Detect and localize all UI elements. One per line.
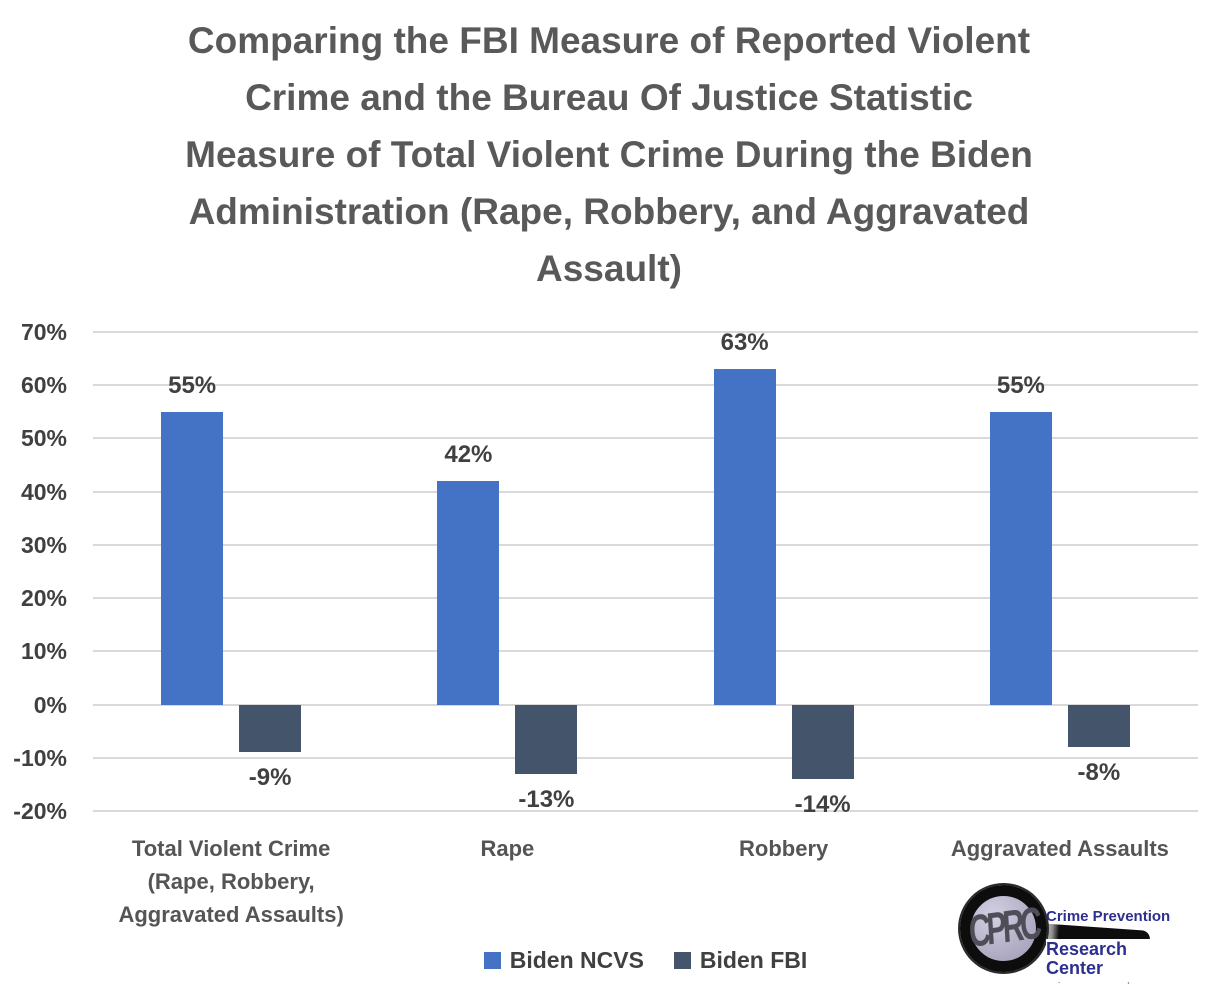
y-axis-tick-label: 60% [20, 372, 67, 399]
y-axis-tick-label: 40% [20, 478, 67, 505]
gridline [93, 810, 1198, 812]
bar-biden-fbi [239, 704, 302, 753]
x-axis-category-label: Rape [480, 836, 535, 861]
legend-swatch-icon [483, 952, 501, 969]
gridline [93, 597, 1198, 600]
gridline [93, 331, 1198, 333]
y-axis-tick-label: 10% [20, 638, 67, 665]
gridline [93, 437, 1198, 440]
y-axis-tick-label: 20% [20, 585, 67, 612]
bar-biden-ncvs [713, 369, 776, 705]
logo-text-block: Crime Prevention Research Center crimere… [1046, 909, 1176, 984]
bar-biden-ncvs [161, 411, 224, 705]
bar-biden-fbi [791, 704, 854, 780]
logo-monogram: CPRC [967, 898, 1040, 957]
gridline [93, 703, 1198, 706]
bar-value-label: 63% [720, 329, 769, 357]
y-axis-tick-label: 30% [20, 531, 67, 558]
legend: Biden NCVS Biden FBI [93, 947, 1198, 974]
bar-biden-fbi [515, 704, 578, 774]
logo-org-name-line1: Crime Prevention [1046, 908, 1171, 925]
gridline [93, 756, 1198, 759]
chart-title: Comparing the FBI Measure of Reported Vi… [185, 20, 1033, 289]
legend-item: Biden FBI [673, 947, 808, 974]
x-axis-category-label: Total Violent Crime (Rape, Robbery, Aggr… [118, 836, 344, 927]
bar-value-label: -13% [518, 785, 575, 813]
x-axis-category-label: Aggravated Assaults [950, 836, 1169, 861]
bar-value-label: -14% [794, 791, 851, 819]
gridline [93, 490, 1198, 493]
y-axis-tick-label: 70% [20, 319, 67, 345]
legend-item: Biden NCVS [483, 947, 644, 974]
y-axis-tick-label: 50% [20, 425, 67, 452]
bar-value-label: 55% [168, 371, 217, 399]
x-axis-category-label: Robbery [739, 836, 829, 861]
cprc-logo: CPRC Crime Prevention Research Center cr… [950, 882, 1176, 984]
gridline [93, 384, 1198, 387]
bar-value-label: -8% [1077, 759, 1121, 787]
gridline [93, 650, 1198, 653]
logo-website: crimeresearch.org [1046, 980, 1176, 984]
legend-swatch-icon [673, 952, 691, 969]
bar-biden-fbi [1067, 704, 1130, 748]
y-axis-tick-label: 0% [33, 691, 67, 718]
bar-value-label: -9% [248, 764, 292, 792]
legend-label: Biden FBI [699, 947, 808, 973]
y-axis-tick-label: -10% [13, 744, 67, 771]
bar-biden-ncvs [437, 481, 500, 705]
bar-value-label: 55% [996, 371, 1045, 399]
bar-biden-ncvs [989, 411, 1052, 705]
y-axis-tick-label: -20% [13, 798, 67, 824]
legend-label: Biden NCVS [509, 947, 644, 973]
gridline [93, 543, 1198, 546]
magnifier-icon: CPRC [960, 885, 1047, 972]
bar-value-label: 42% [444, 441, 493, 469]
logo-org-name-line2: Research Center [1046, 939, 1176, 978]
